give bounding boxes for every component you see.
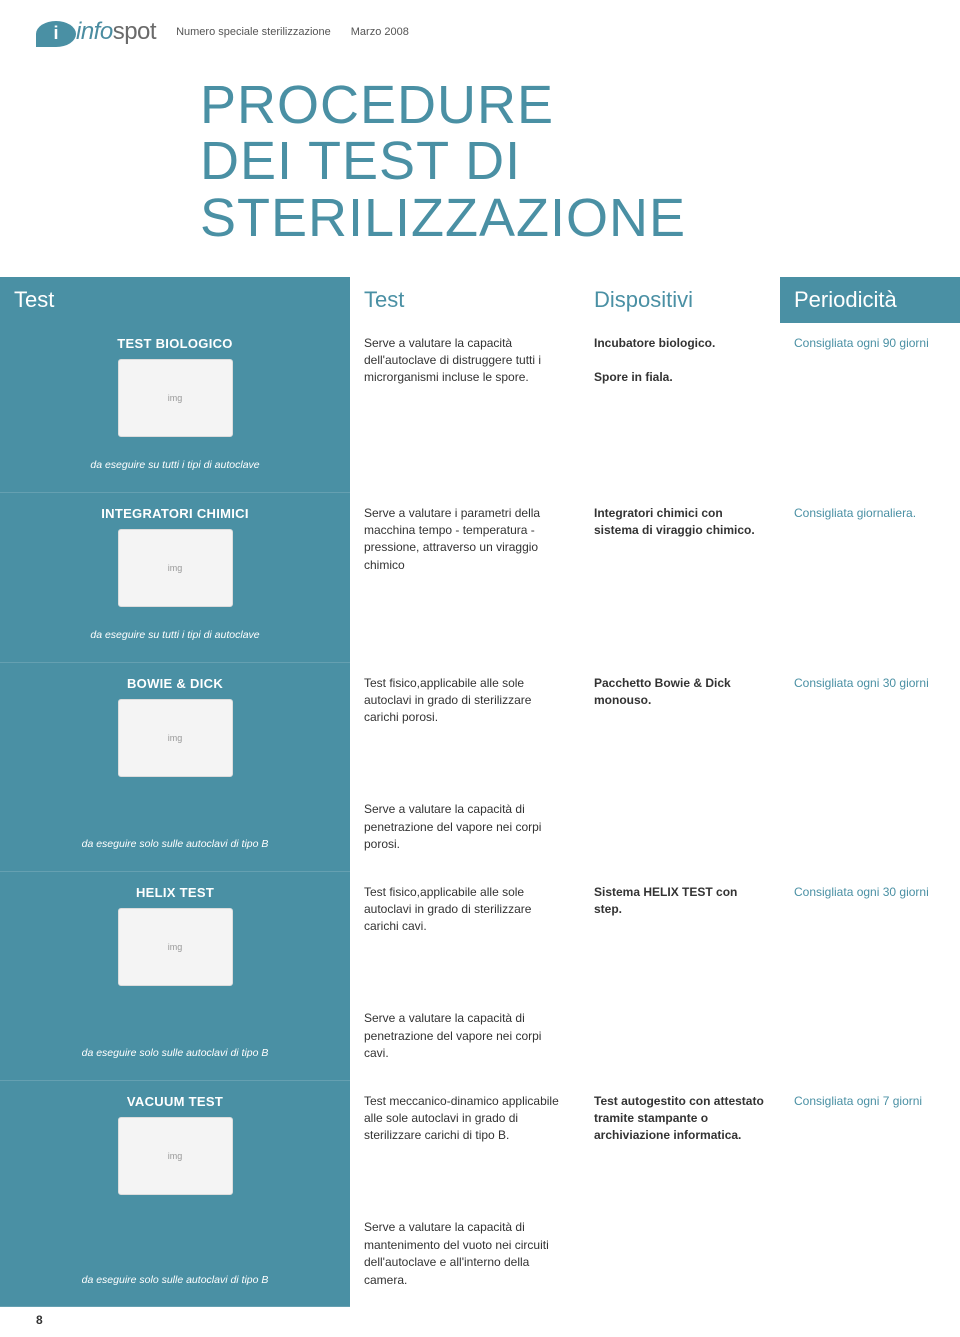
col-header-dispositivi: Dispositivi [580, 277, 780, 323]
test-description-2: Serve a valutare la capacità di penetraz… [350, 789, 580, 871]
product-image-placeholder: img [118, 908, 233, 986]
test-note: da eseguire solo sulle autoclavi di tipo… [82, 1273, 269, 1288]
table-row: HELIX TEST img Test fisico,applicabile a… [0, 872, 960, 999]
test-name: BOWIE & DICK [127, 675, 223, 694]
product-image-placeholder: img [118, 1117, 233, 1195]
col-header-periodicita: Periodicità [780, 277, 960, 323]
test-note: da eseguire solo sulle autoclavi di tipo… [82, 837, 269, 852]
empty-cell [580, 789, 780, 871]
header-meta: Numero speciale sterilizzazione Marzo 20… [176, 26, 409, 38]
empty-cell [580, 1207, 780, 1307]
test-note: da eseguire solo sulle autoclavi di tipo… [82, 1046, 269, 1061]
table-row: BOWIE & DICK img Test fisico,applicabile… [0, 663, 960, 790]
title-line-3: STERILIZZAZIONE [200, 190, 960, 247]
product-image-placeholder: img [118, 529, 233, 607]
empty-cell [780, 998, 960, 1080]
test-description: Serve a valutare i parametri della macch… [350, 493, 580, 663]
logo: i infospot [36, 18, 156, 47]
test-description-2: Serve a valutare la capacità di mantenim… [350, 1207, 580, 1307]
issue-date: Marzo 2008 [351, 26, 409, 38]
logo-text: infospot [76, 18, 156, 46]
table-row: da eseguire solo sulle autoclavi di tipo… [0, 1207, 960, 1307]
table-row: VACUUM TEST img Test meccanico-dinamico … [0, 1081, 960, 1208]
test-periodicity: Consigliata ogni 7 giorni [780, 1081, 960, 1208]
test-device: Incubatore biologico. Spore in fiala. [580, 323, 780, 493]
test-device: Sistema HELIX TEST con step. [580, 872, 780, 999]
test-periodicity: Consigliata ogni 30 giorni [780, 872, 960, 999]
table-row: da eseguire solo sulle autoclavi di tipo… [0, 998, 960, 1080]
test-description: Test fisico,applicabile alle sole autocl… [350, 872, 580, 999]
product-image-placeholder: img [118, 699, 233, 777]
page-title: PROCEDURE DEI TEST DI STERILIZZAZIONE [200, 77, 960, 247]
test-description: Test meccanico-dinamico applicabile alle… [350, 1081, 580, 1208]
test-device: Pacchetto Bowie & Dick monouso. [580, 663, 780, 790]
issue-label: Numero speciale sterilizzazione [176, 26, 331, 38]
test-note: da eseguire su tutti i tipi di autoclave [90, 458, 259, 473]
test-periodicity: Consigliata ogni 30 giorni [780, 663, 960, 790]
test-name: HELIX TEST [136, 884, 214, 903]
title-line-1: PROCEDURE [200, 77, 960, 134]
test-note: da eseguire su tutti i tipi di autoclave [90, 628, 259, 643]
test-name: INTEGRATORI CHIMICI [101, 505, 249, 524]
empty-cell [580, 998, 780, 1080]
test-description: Test fisico,applicabile alle sole autocl… [350, 663, 580, 790]
test-name: TEST BIOLOGICO [117, 335, 232, 354]
test-device: Integratori chimici con sistema di virag… [580, 493, 780, 663]
product-image-placeholder: img [118, 359, 233, 437]
col-header-test-2: Test [350, 277, 580, 323]
table-row: INTEGRATORI CHIMICI img da eseguire su t… [0, 493, 960, 663]
title-line-2: DEI TEST DI [200, 133, 960, 190]
empty-cell [780, 1207, 960, 1307]
test-description: Serve a valutare la capacità dell'autocl… [350, 323, 580, 493]
col-header-test-1: Test [0, 277, 350, 323]
test-device: Test autogestito con attestato tramite s… [580, 1081, 780, 1208]
test-periodicity: Consigliata giornaliera. [780, 493, 960, 663]
test-periodicity: Consigliata ogni 90 giorni [780, 323, 960, 493]
page-number: 8 [36, 1313, 43, 1327]
test-description-2: Serve a valutare la capacità di penetraz… [350, 998, 580, 1080]
logo-icon: i [36, 21, 76, 47]
table-header-row: Test Test Dispositivi Periodicità [0, 277, 960, 323]
test-name: VACUUM TEST [127, 1093, 223, 1112]
page-header: i infospot Numero speciale sterilizzazio… [0, 0, 960, 57]
table-row: TEST BIOLOGICO img da eseguire su tutti … [0, 323, 960, 493]
table-row: da eseguire solo sulle autoclavi di tipo… [0, 789, 960, 871]
empty-cell [780, 789, 960, 871]
